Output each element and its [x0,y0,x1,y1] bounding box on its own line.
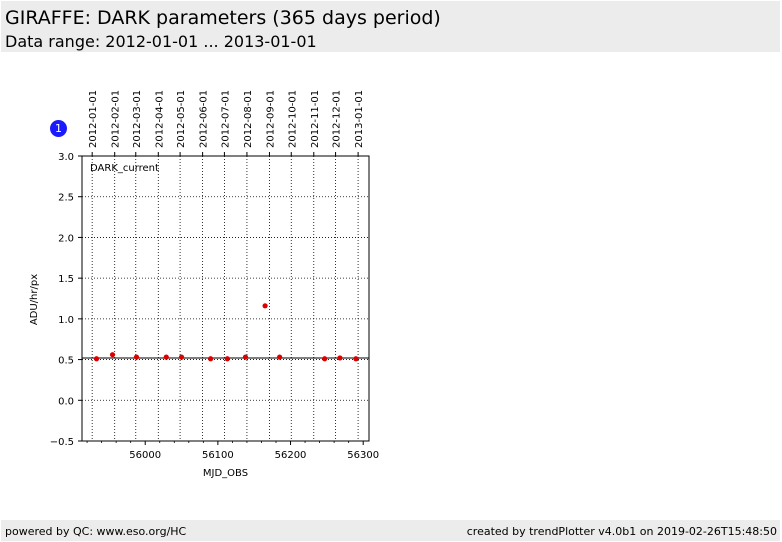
data-point [178,354,185,360]
plot-frame [81,155,370,442]
date-tick-label: 2012-11-01 [310,90,321,148]
date-tick-label: 2012-05-01 [176,90,187,148]
data-range-subtitle: Data range: 2012-01-01 ... 2013-01-01 [5,32,317,51]
date-tick-label: 2012-02-01 [111,90,122,148]
data-point [163,354,169,360]
x-tick-label: 56300 [347,450,379,461]
y-axis-label: ADU/hr/px [29,274,40,325]
data-point [262,303,268,309]
date-tick-label: 2012-09-01 [265,90,276,148]
page-title: GIRAFFE: DARK parameters (365 days perio… [5,7,441,29]
footer-powered-by: powered by QC: www.eso.org/HC [5,525,187,538]
data-point [133,354,140,360]
date-tick-label: 2012-06-01 [199,90,210,148]
date-tick-label: 2012-03-01 [132,90,143,148]
y-tick-label: 3.0 [58,152,74,163]
x-tick-label: 56000 [129,450,161,461]
date-tick-label: 2012-04-01 [154,90,165,148]
date-tick-label: 2012-10-01 [287,90,298,148]
footer-created-by: created by trendPlotter v4.0b1 on 2019-0… [466,525,777,538]
data-point [242,354,249,360]
date-tick-label: 2013-01-01 [354,90,365,148]
footer-bar: powered by QC: www.eso.org/HC created by… [1,520,780,541]
y-tick-label: 0.5 [58,356,74,367]
y-tick-label: 2.0 [58,233,74,244]
data-point [224,356,230,362]
data-point [277,354,283,360]
data-point [208,356,214,362]
panel-label: DARK_current [90,163,159,174]
date-tick-label: 2012-12-01 [332,90,343,148]
y-tick-label: −0.5 [50,437,74,448]
header-bar: GIRAFFE: DARK parameters (365 days perio… [1,1,780,52]
x-tick-label: 56200 [275,450,307,461]
data-point [109,352,116,358]
data-point [322,356,328,362]
y-tick-label: 0.0 [58,396,74,407]
x-axis-label: MJD_OBS [203,468,248,479]
panel-number-badge[interactable]: 1 [50,120,67,137]
y-tick-label: 1.0 [58,315,74,326]
data-point [93,356,100,362]
data-point [353,356,359,362]
y-tick-label: 1.5 [58,274,74,285]
date-tick-label: 2012-01-01 [88,90,99,148]
y-tick-label: 2.5 [58,193,74,204]
data-point [337,355,343,361]
date-tick-label: 2012-08-01 [243,90,254,148]
date-tick-label: 2012-07-01 [220,90,231,148]
x-tick-label: 56100 [202,450,234,461]
